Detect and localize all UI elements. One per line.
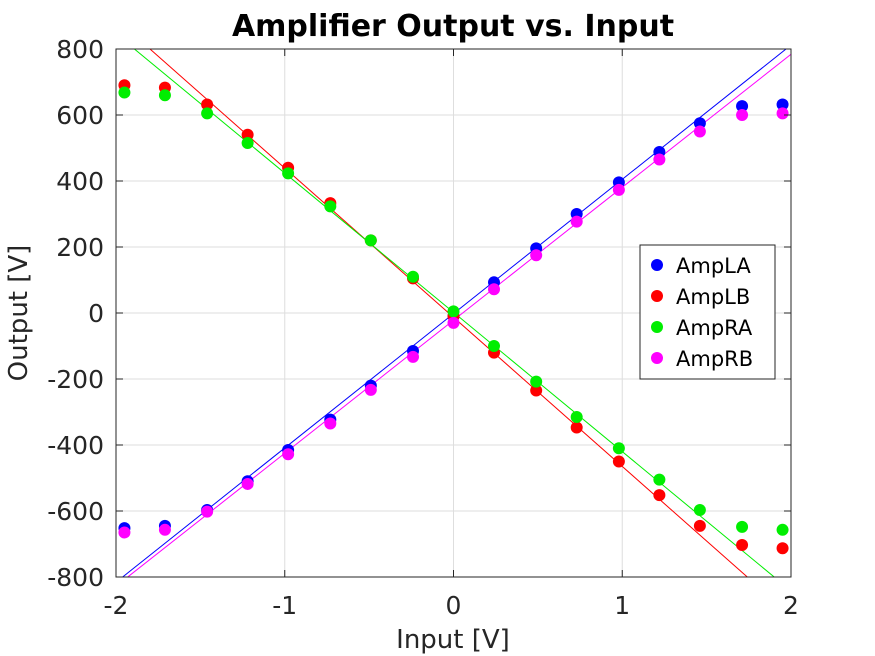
data-point-ampla	[693, 117, 706, 130]
y-tick-label: -800	[47, 563, 104, 592]
data-point-ampla	[776, 98, 789, 111]
data-point-ampra	[158, 89, 171, 102]
data-point-amplb	[653, 489, 666, 502]
data-point-amprb	[407, 350, 419, 363]
data-point-ampra	[570, 410, 583, 423]
data-point-ampra	[653, 473, 666, 486]
data-point-ampra	[693, 504, 706, 517]
data-point-amprb	[530, 249, 543, 262]
data-point-amplb	[612, 455, 625, 468]
data-point-amprb	[488, 283, 500, 296]
y-tick-label: -200	[47, 365, 104, 394]
legend-label-amplb: AmpLB	[676, 285, 750, 309]
x-axis-label: Input [V]	[396, 625, 510, 655]
data-point-ampra	[118, 86, 131, 99]
x-tick-label: -1	[272, 591, 297, 620]
data-point-amprb	[118, 526, 131, 539]
data-point-amprb	[612, 183, 625, 196]
x-tick-label: 0	[446, 591, 462, 620]
data-point-amprb	[201, 505, 214, 518]
data-point-ampra	[736, 520, 749, 533]
data-point-amplb	[693, 519, 706, 532]
y-axis-label: Output [V]	[4, 245, 34, 382]
data-point-ampra	[776, 523, 789, 536]
y-tick-label: 0	[88, 299, 104, 328]
chart-title: Amplifier Output vs. Input	[232, 9, 674, 44]
y-tick-label: 400	[56, 167, 104, 196]
y-tick-label: 600	[56, 101, 104, 130]
legend-marker-amplb	[651, 290, 663, 302]
data-point-amplb	[776, 542, 789, 555]
data-point-amplb	[570, 421, 583, 434]
data-point-ampra	[241, 137, 254, 150]
x-tick-label: -2	[104, 591, 129, 620]
data-point-ampra	[530, 375, 543, 388]
legend-label-ampra: AmpRA	[676, 316, 753, 340]
data-point-amprb	[570, 215, 583, 228]
data-point-amprb	[776, 107, 789, 120]
data-point-amplb	[201, 98, 214, 111]
data-point-amprb	[447, 316, 460, 329]
data-point-ampra	[282, 167, 295, 180]
legend-marker-ampra	[651, 321, 663, 333]
data-point-amprb	[158, 523, 171, 536]
data-point-amprb	[241, 477, 254, 490]
data-point-ampra	[447, 305, 460, 318]
data-point-ampla	[736, 100, 749, 113]
data-point-amprb	[653, 153, 666, 166]
data-point-amplb	[530, 384, 543, 397]
x-tick-label: 2	[783, 591, 799, 620]
data-point-ampra	[612, 442, 625, 455]
data-point-amprb	[736, 109, 749, 121]
legend: AmpLA AmpLB AmpRA AmpRB	[639, 244, 776, 380]
data-point-amprb	[693, 125, 706, 138]
y-tick-label: 800	[56, 35, 104, 64]
data-point-amprb	[364, 383, 377, 396]
x-tick-label: 1	[614, 591, 630, 620]
legend-marker-ampla	[651, 259, 663, 271]
y-tick-label: -400	[47, 431, 104, 460]
data-point-ampra	[488, 340, 500, 352]
data-point-amprb	[282, 448, 295, 461]
y-tick-label: 200	[56, 233, 104, 262]
data-point-amplb	[241, 128, 254, 141]
data-point-ampra	[364, 234, 377, 247]
axis-ticks: -2 -1 0 1 2 -800 -600 -400 -200 0 200 400 600 800	[47, 35, 799, 620]
data-point-amprb	[324, 417, 337, 430]
legend-label-ampla: AmpLA	[676, 254, 751, 278]
data-point-amplb	[736, 538, 749, 551]
data-point-ampra	[407, 270, 419, 283]
data-point-ampra	[324, 200, 337, 213]
data-point-ampra	[201, 107, 214, 120]
legend-label-amprb: AmpRB	[676, 347, 753, 371]
y-tick-label: -600	[47, 497, 104, 526]
legend-marker-amprb	[651, 352, 663, 364]
data-points	[118, 79, 789, 555]
